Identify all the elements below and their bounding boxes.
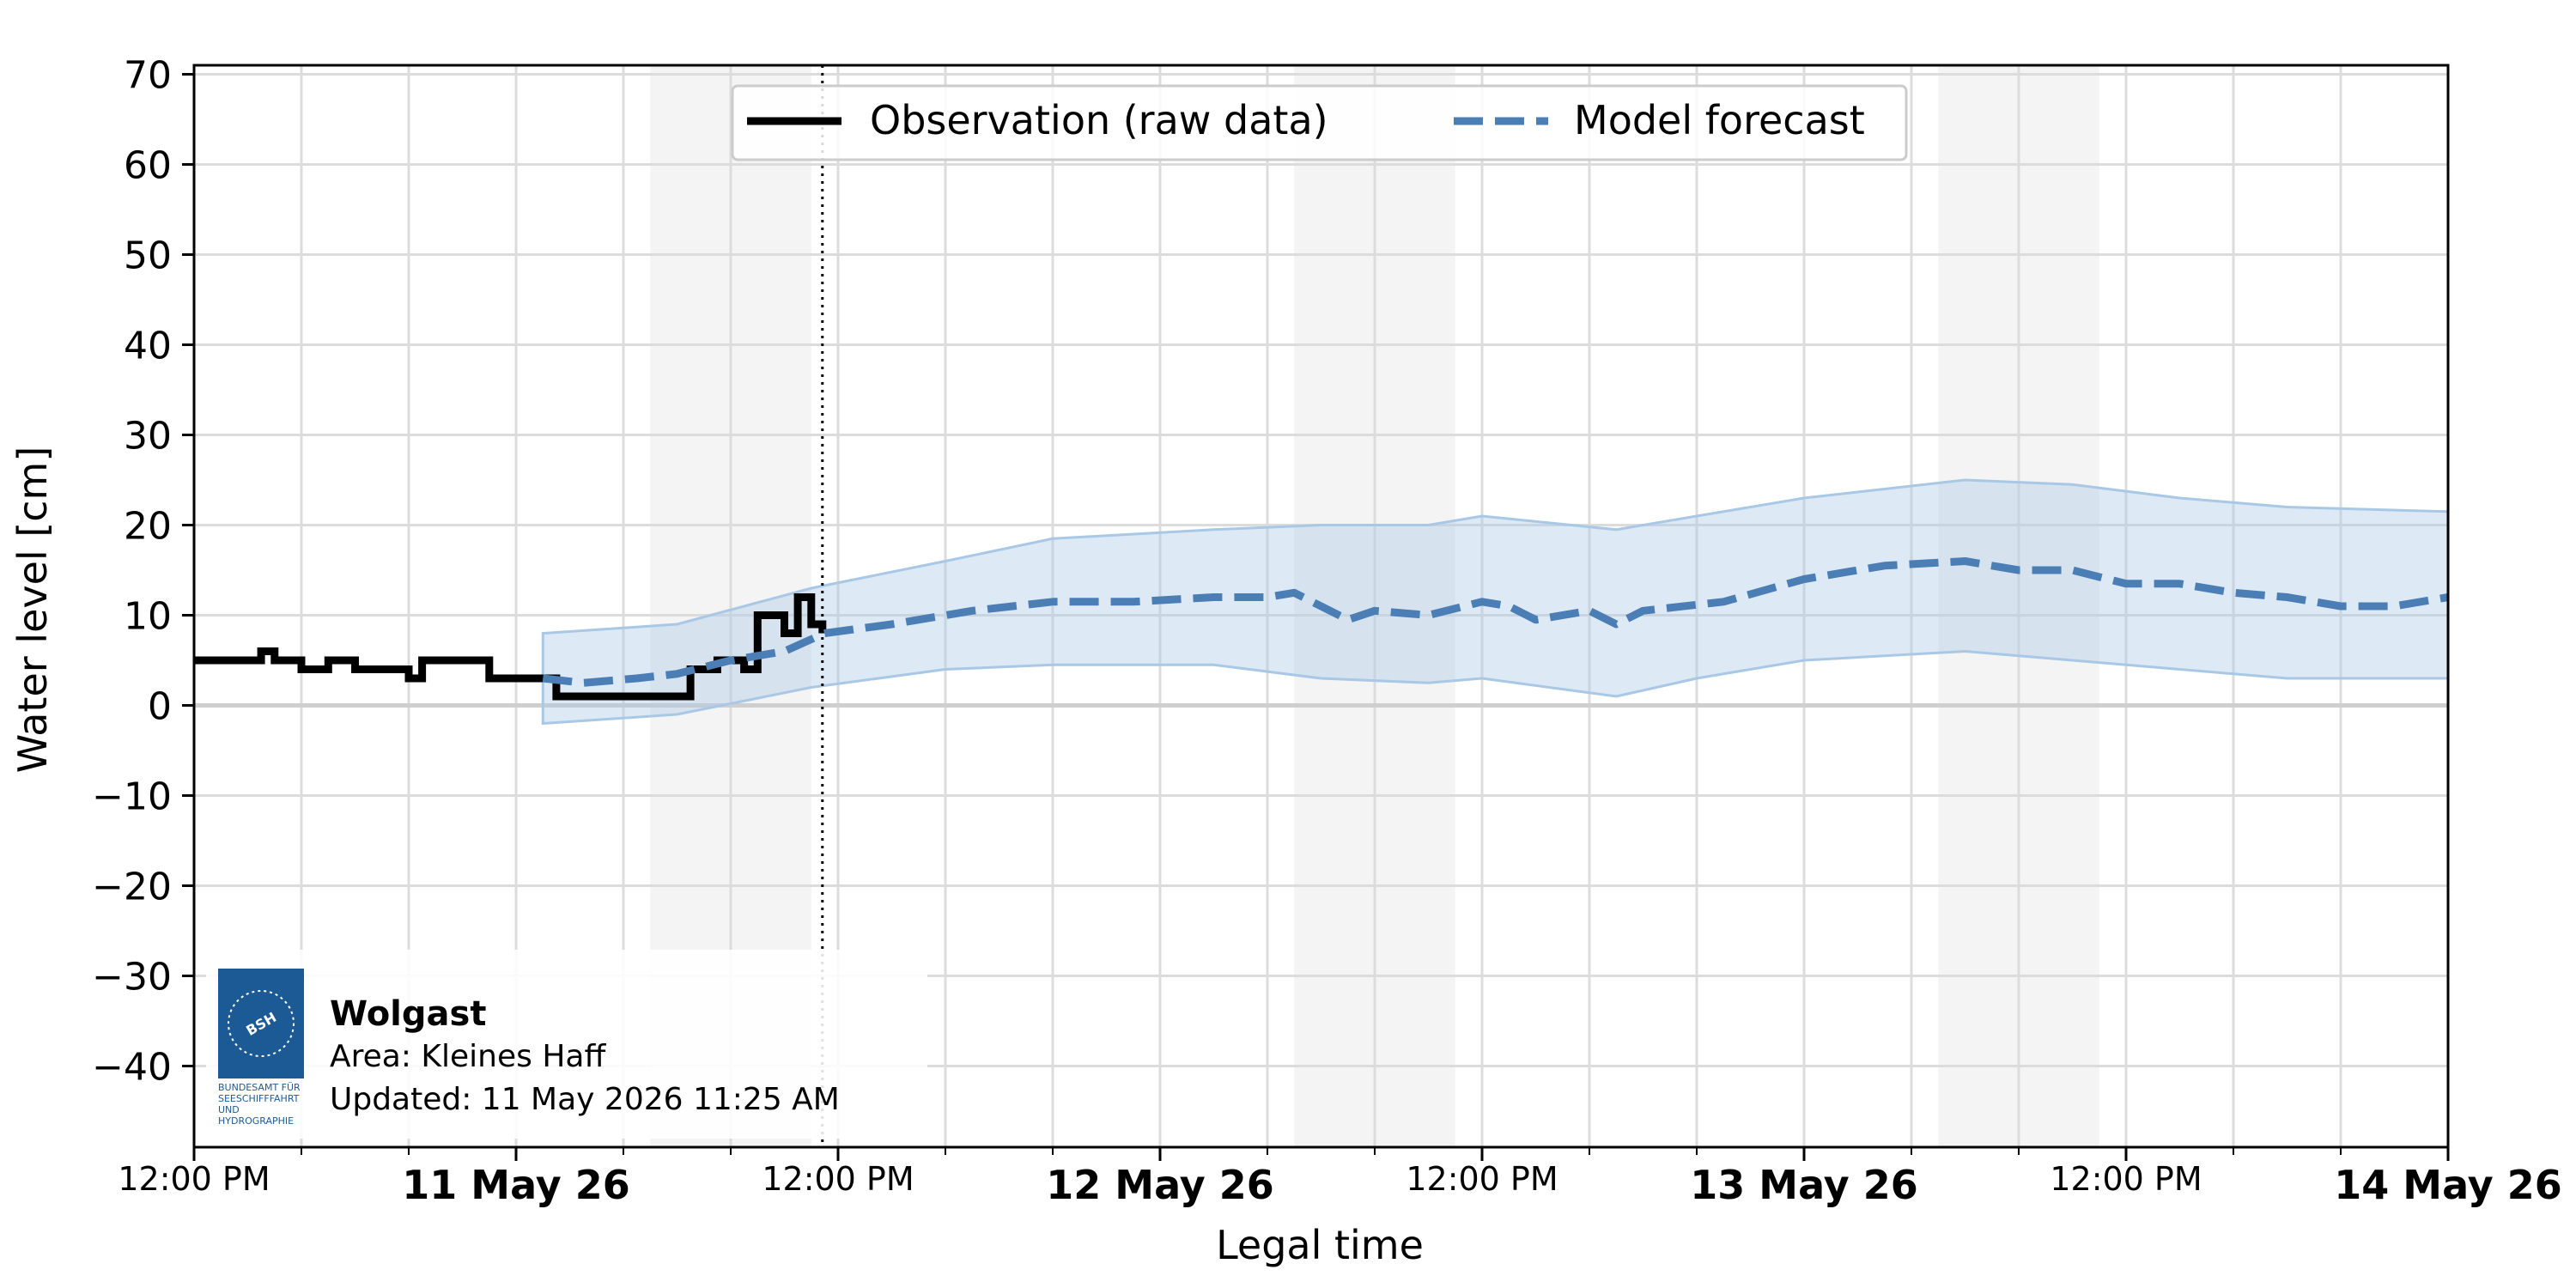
legend-frame [731,84,1908,161]
x-axis-title: Legal time [1216,1222,1424,1268]
y-tick-label: 40 [124,325,172,368]
y-tick-label: 10 [124,595,172,639]
y-tick-label: −40 [92,1046,172,1090]
bsh-logo-text: BUNDESAMT FÜR SEESCHIFFFAHRT UND HYDROGR… [218,1082,301,1127]
station-area: Area: Kleines Haff [330,1039,606,1074]
series-layer [194,65,2449,1147]
legend-observation-label: Observation (raw data) [870,97,1328,143]
station-info-box: BSH BUNDESAMT FÜR SEESCHIFFFAHRT UND HYD… [206,950,927,1139]
svg-text:BSH: BSH [243,1009,279,1039]
axes-layer [192,64,2450,1149]
y-tick-label: 0 [148,685,172,729]
x-date-label: 14 May 26 [2334,1162,2561,1208]
y-tick-label: 60 [124,144,172,188]
forecast-line [542,557,2449,687]
bsh-seal-icon: BSH [228,990,295,1057]
y-tick-label: 30 [124,415,172,459]
station-name: Wolgast [330,994,487,1034]
y-tick-label: 70 [124,54,172,98]
y-tick-label: −10 [92,775,172,819]
bsh-logo: BSH BUNDESAMT FÜR SEESCHIFFFAHRT UND HYD… [218,969,304,1137]
x-date-label: 12 May 26 [1046,1162,1273,1208]
x-time-label: 12:00 PM [1406,1160,1558,1198]
legend-forecast-label: Model forecast [1574,97,1865,143]
y-axis-title: Water level [cm] [9,447,56,774]
x-time-label: 12:00 PM [118,1160,270,1198]
x-date-label: 13 May 26 [1690,1162,1917,1208]
bsh-logo-emblem: BSH [218,969,304,1078]
x-time-label: 12:00 PM [762,1160,914,1198]
y-tick-label: −20 [92,866,172,909]
plot-frame [192,64,2450,1149]
y-tick-labels: 70 60 50 40 30 20 10 0 −10 −20 −30 −40 [92,54,194,1090]
x-time-label: 12:00 PM [2050,1160,2202,1198]
y-tick-label: 20 [124,505,172,549]
updated-timestamp: Updated: 11 May 2026 11:25 AM [330,1082,840,1117]
x-tick-labels: 12:00 PM 11 May 26 12:00 PM 12 May 26 12:00 … [118,1147,2562,1208]
x-date-label: 11 May 26 [402,1162,629,1208]
legend: Observation (raw data) Model forecast [731,84,1908,161]
y-tick-label: 50 [124,234,172,278]
observation-line [194,593,827,701]
y-tick-label: −30 [92,956,172,999]
